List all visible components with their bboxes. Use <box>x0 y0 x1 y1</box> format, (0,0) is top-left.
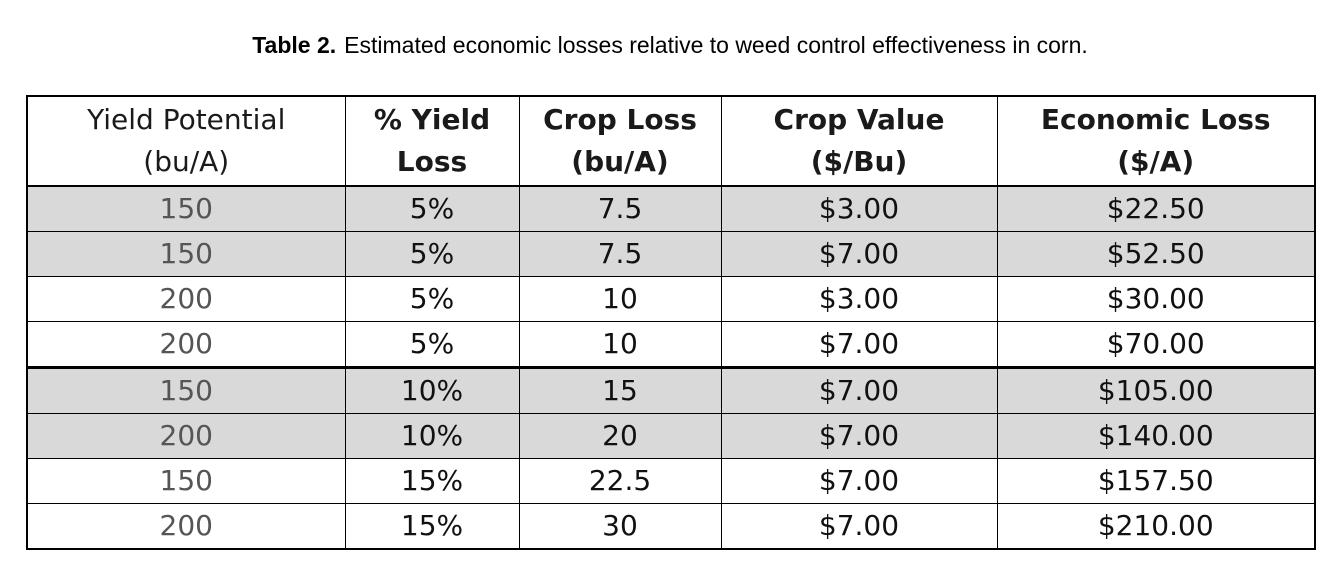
economic-loss-table: Yield Potential (bu/A) % Yield Loss Crop… <box>26 95 1316 550</box>
header-crop-loss: Crop Loss (bu/A) <box>518 95 722 187</box>
header-yield-potential: Yield Potential (bu/A) <box>26 95 346 187</box>
header-crop-value-line1: Crop Value <box>773 103 945 136</box>
header-yield-potential-line2: (bu/A) <box>143 145 230 178</box>
yield-loss-cell: 10% <box>344 366 520 414</box>
yield-potential-cell: 200 <box>26 321 346 368</box>
economic-loss-cell: $22.50 <box>996 185 1316 232</box>
crop-loss-cell: 22.5 <box>518 458 722 504</box>
yield-potential-cell: 200 <box>26 276 346 322</box>
crop-value-cell: $7.00 <box>720 321 998 368</box>
header-row: Yield Potential (bu/A) % Yield Loss Crop… <box>26 95 1316 187</box>
crop-loss-cell: 7.5 <box>518 231 722 277</box>
crop-loss-cell: 15 <box>518 366 722 414</box>
table-row: 150 15% 22.5 $7.00 $157.50 <box>26 458 1316 504</box>
crop-loss-cell: 30 <box>518 503 722 550</box>
economic-loss-cell: $30.00 <box>996 276 1316 322</box>
yield-potential-cell: 200 <box>26 413 346 459</box>
yield-loss-cell: 5% <box>344 276 520 322</box>
crop-loss-cell: 20 <box>518 413 722 459</box>
economic-loss-cell: $210.00 <box>996 503 1316 550</box>
table-row: 150 10% 15 $7.00 $105.00 <box>26 366 1316 414</box>
caption-label: Table 2. <box>252 32 337 58</box>
economic-loss-cell: $105.00 <box>996 366 1316 414</box>
header-crop-loss-line2: (bu/A) <box>571 145 669 178</box>
yield-loss-cell: 15% <box>344 503 520 550</box>
crop-loss-cell: 10 <box>518 276 722 322</box>
table-row: 200 10% 20 $7.00 $140.00 <box>26 413 1316 459</box>
yield-potential-cell: 200 <box>26 503 346 550</box>
caption-text: Estimated economic losses relative to we… <box>344 32 1088 58</box>
economic-loss-cell: $140.00 <box>996 413 1316 459</box>
header-crop-loss-line1: Crop Loss <box>543 103 697 136</box>
header-crop-value: Crop Value ($/Bu) <box>720 95 998 187</box>
crop-value-cell: $3.00 <box>720 276 998 322</box>
header-yield-potential-line1: Yield Potential <box>87 103 286 136</box>
economic-loss-cell: $70.00 <box>996 321 1316 368</box>
yield-potential-cell: 150 <box>26 185 346 232</box>
header-economic-loss: Economic Loss ($/A) <box>996 95 1316 187</box>
table-row: 200 5% 10 $7.00 $70.00 <box>26 321 1316 368</box>
yield-potential-cell: 150 <box>26 231 346 277</box>
yield-loss-cell: 15% <box>344 458 520 504</box>
table-row: 200 5% 10 $3.00 $30.00 <box>26 276 1316 322</box>
yield-loss-cell: 10% <box>344 413 520 459</box>
header-yield-loss: % Yield Loss <box>344 95 520 187</box>
crop-value-cell: $7.00 <box>720 366 998 414</box>
crop-value-cell: $7.00 <box>720 458 998 504</box>
yield-loss-cell: 5% <box>344 185 520 232</box>
crop-value-cell: $3.00 <box>720 185 998 232</box>
crop-value-cell: $7.00 <box>720 503 998 550</box>
table-row: 150 5% 7.5 $7.00 $52.50 <box>26 231 1316 277</box>
crop-value-cell: $7.00 <box>720 231 998 277</box>
header-economic-loss-line1: Economic Loss <box>1040 103 1271 136</box>
yield-loss-cell: 5% <box>344 321 520 368</box>
header-yield-loss-line1: % Yield <box>373 103 491 136</box>
economic-loss-cell: $157.50 <box>996 458 1316 504</box>
header-crop-value-line2: ($/Bu) <box>810 145 908 178</box>
economic-loss-cell: $52.50 <box>996 231 1316 277</box>
table-body: 150 5% 7.5 $3.00 $22.50 150 5% 7.5 $7.00 $52.50 20… <box>26 185 1316 550</box>
crop-loss-cell: 10 <box>518 321 722 368</box>
header-economic-loss-line2: ($/A) <box>1117 145 1195 178</box>
yield-potential-cell: 150 <box>26 458 346 504</box>
header-yield-loss-line2: Loss <box>396 145 468 178</box>
crop-loss-cell: 7.5 <box>518 185 722 232</box>
crop-value-cell: $7.00 <box>720 413 998 459</box>
table-row: 200 15% 30 $7.00 $210.00 <box>26 503 1316 550</box>
yield-loss-cell: 5% <box>344 231 520 277</box>
table-row: 150 5% 7.5 $3.00 $22.50 <box>26 185 1316 232</box>
table-caption: Table 2. Estimated economic losses relati… <box>0 28 1340 62</box>
yield-potential-cell: 150 <box>26 366 346 414</box>
